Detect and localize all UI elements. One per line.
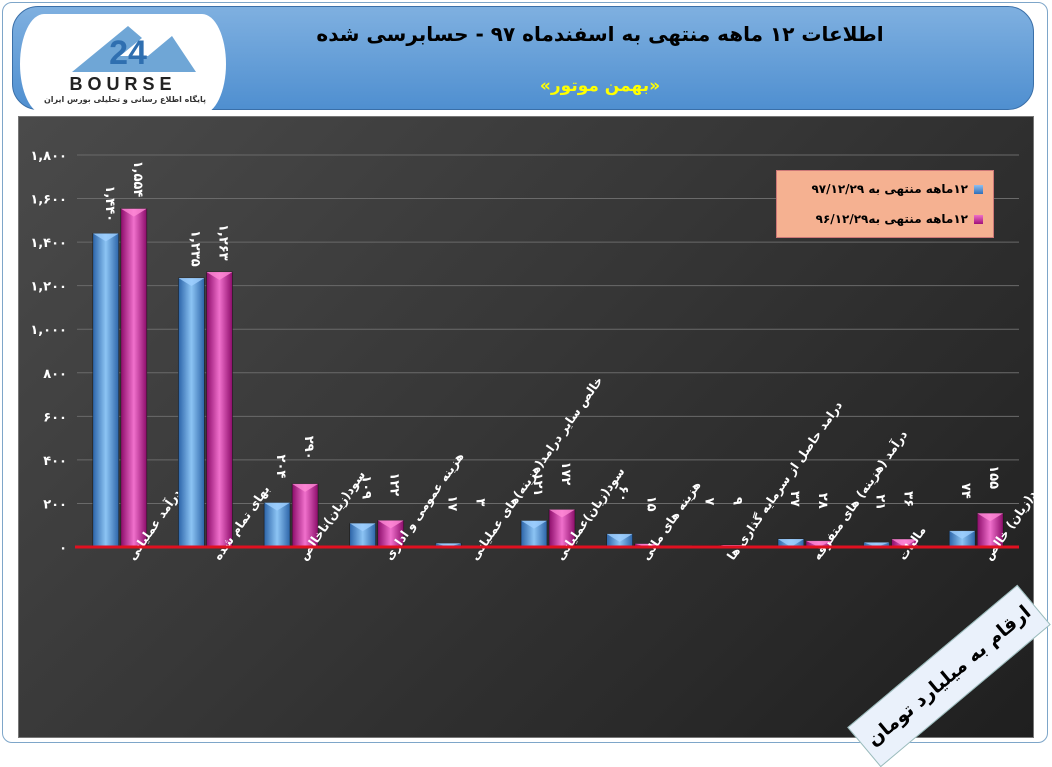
bar-cap [863,542,890,547]
bar-cap [349,523,376,532]
x-tick-label: هزینه های مالی [639,478,704,562]
bar-cap [949,530,976,539]
logo-wordmark: BOURSE [69,74,176,94]
y-tick-label: ۱,۶۰۰ [30,193,67,208]
legend-swatch-series-1 [974,185,983,194]
bourse24-logo: 24 BOURSE پایگاه اطلاع رسانی و تحلیلی بو… [20,14,226,114]
data-label: ۲۰۴ [273,455,288,479]
y-tick-label: ۲۰۰ [43,497,67,512]
chart-title: اطلاعات ۱۲ ماهه منتهی به اسفندماه ۹۷ - ح… [316,22,884,46]
y-tick-label: ۴۰۰ [43,454,67,469]
y-tick-label: ۸۰۰ [43,367,67,382]
bar-series-1 [178,277,205,548]
logo-numeral: 24 [109,34,147,72]
data-label: ۱,۵۵۴ [130,161,145,198]
data-label: ۹ [729,497,744,505]
bar-cap [634,543,661,547]
y-tick-label: ۱,۲۰۰ [30,280,67,295]
bar-cap [264,502,291,511]
y-tick-label: ۱,۴۰۰ [30,236,67,251]
bar-series-2 [120,208,148,548]
bar-cap [891,539,918,547]
logo-graphic: 24 BOURSE [69,26,196,94]
legend-swatch-series-2 [974,215,983,224]
data-label: ۱۷۲ [558,462,573,486]
bar-cap [549,509,575,518]
bar-cap [292,483,319,492]
data-label: ۶۰ [616,486,631,502]
data-label: ۱۷ [444,495,459,511]
bar-series-2 [291,483,319,548]
legend-label-series-2: ۱۲ماهه منتهی به۹۶/۱۲/۲۹ [815,212,968,226]
bar-cap [120,208,147,217]
data-label: ۱۵ [644,496,659,512]
bar-cap [977,513,1004,522]
data-label: ۲۱ [873,494,888,510]
data-label: ۱,۲۶۳ [215,224,230,261]
logo-tagline: پایگاه اطلاع رسانی و تحلیلی بورس ایران [43,95,207,104]
bar-cap [777,538,804,547]
bar-cap [521,520,547,529]
y-tick-label: ۱,۰۰۰ [30,323,67,338]
data-label: ۱۵۵ [986,465,1001,489]
data-label: ۳۷ [787,491,802,507]
bar-cap [606,533,633,542]
bar-cap [377,520,404,529]
chart-legend: ۱۲ماهه منتهی به ۹۷/۱۲/۲۹ ۱۲ماهه منتهی به… [776,170,994,238]
company-name: «بهمن موتور» [539,76,661,96]
legend-label-series-1: ۱۲ماهه منتهی به ۹۷/۱۲/۲۹ [811,182,968,196]
logo-mountain [72,26,196,72]
bar-chart: ۰ ۲۰۰ ۴۰۰ ۶۰۰ ۸۰۰ ۱,۰۰۰ ۱,۲۰۰ ۱,۴۰۰ ۱,۶۰۰ ۱,۸۰۰ ۱,… [30,149,1035,563]
data-label: ۳۶ [901,491,916,507]
data-label: ۲۹۰ [301,436,316,460]
legend-item-series-1: ۱۲ماهه منتهی به ۹۷/۱۲/۲۹ [811,182,983,196]
data-label: ۷۴ [958,483,973,499]
bar-series-1 [92,233,120,548]
bar-cap [805,540,832,547]
bar-cap [178,278,205,287]
data-label: ۱,۲۳۵ [187,230,202,267]
bar-cap [206,271,233,280]
data-label: ۱,۴۴۰ [102,185,117,222]
y-tick-label: ۶۰۰ [43,410,67,425]
data-label: ۷ [701,497,716,505]
bar-cap [92,233,119,242]
y-tick-label: ۱,۸۰۰ [30,149,67,164]
legend-item-series-2: ۱۲ماهه منتهی به۹۶/۱۲/۲۹ [816,212,983,226]
data-label: ۱۲۲ [387,472,402,496]
bar-cap [435,543,462,547]
data-label: ۲۸ [815,493,830,509]
data-label: ۳ [472,498,487,506]
data-label: ۱۰۹ [359,475,374,499]
data-label: ۱۲۱ [530,473,545,497]
y-tick-label: ۰ [59,541,67,556]
bar-series-2 [206,271,233,548]
